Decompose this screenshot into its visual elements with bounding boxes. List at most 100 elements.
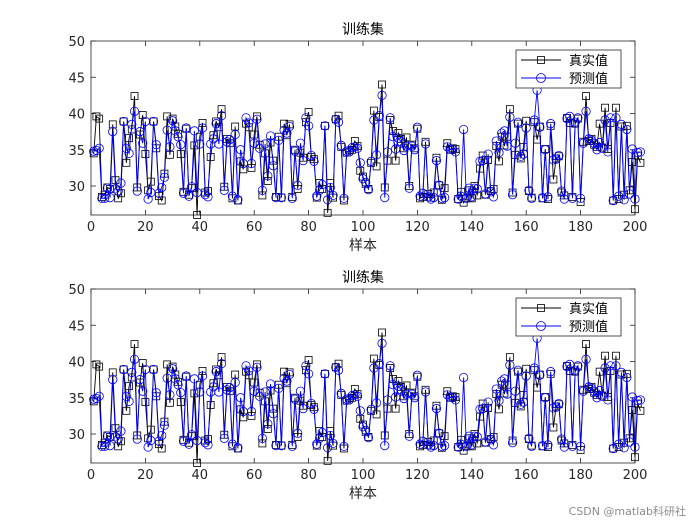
data-point <box>624 437 635 447</box>
data-point <box>573 113 583 123</box>
data-point <box>193 459 201 467</box>
data-point <box>219 433 229 443</box>
data-point <box>575 441 586 451</box>
data-point <box>374 359 384 369</box>
data-point <box>483 397 493 407</box>
data-point <box>434 180 444 190</box>
data-point <box>257 185 267 195</box>
data-point <box>216 359 227 369</box>
x-tick-label: 0 <box>87 220 95 235</box>
data-point <box>380 193 390 203</box>
data-point <box>502 141 512 151</box>
data-point <box>309 404 319 414</box>
data-point <box>236 393 246 403</box>
data-point <box>314 185 325 195</box>
x-tick-label: 140 <box>459 220 484 235</box>
data-point <box>505 360 515 370</box>
data-point <box>95 114 104 123</box>
data-point <box>522 364 531 373</box>
data-point <box>461 193 471 203</box>
data-point <box>581 354 591 364</box>
data-point <box>263 425 272 433</box>
data-point <box>350 142 360 152</box>
x-tick-label: 140 <box>459 468 484 483</box>
data-point <box>301 361 311 371</box>
data-point <box>483 149 493 159</box>
data-point <box>227 439 238 449</box>
data-point <box>195 387 205 397</box>
data-point <box>612 351 620 360</box>
data-point <box>129 106 140 116</box>
data-point <box>303 369 314 379</box>
x-tick-label: 120 <box>405 220 430 235</box>
data-point <box>230 129 240 140</box>
legend-box <box>515 297 622 337</box>
data-point <box>459 124 469 135</box>
data-point <box>91 393 102 404</box>
data-point <box>369 106 378 115</box>
x-tick-label: 100 <box>351 468 376 483</box>
data-point <box>355 406 365 416</box>
data-point <box>260 139 270 149</box>
data-point <box>143 442 153 452</box>
data-point <box>622 369 631 378</box>
data-point <box>312 191 322 201</box>
chart-title: 训练集 <box>342 21 384 38</box>
data-point <box>500 389 509 398</box>
data-point <box>274 380 283 389</box>
data-point <box>431 404 442 414</box>
data-point <box>130 340 139 349</box>
data-point <box>535 122 545 132</box>
x-axis-label: 样本 <box>349 238 377 254</box>
data-point <box>467 442 476 451</box>
data-point <box>527 441 537 451</box>
data-point <box>113 434 123 444</box>
data-point <box>132 186 142 196</box>
data-point <box>304 108 313 116</box>
data-point <box>290 146 300 156</box>
data-point <box>187 182 197 192</box>
data-point <box>546 119 556 129</box>
data-point <box>499 126 510 136</box>
data-point <box>293 432 302 441</box>
data-point <box>635 395 646 405</box>
data-point <box>241 113 251 123</box>
x-tick-label: 60 <box>246 468 263 483</box>
x-tick-label: 80 <box>300 468 317 483</box>
data-point <box>505 112 515 122</box>
data-point <box>336 388 346 398</box>
data-point <box>246 158 257 169</box>
y-tick-label: 40 <box>68 108 85 123</box>
data-point <box>543 440 553 450</box>
data-point <box>279 373 289 383</box>
data-point <box>170 126 180 136</box>
data-point <box>402 381 411 390</box>
data-point <box>480 189 490 199</box>
data-point <box>178 436 189 446</box>
data-point <box>603 395 613 405</box>
data-point <box>114 442 123 451</box>
data-point <box>198 119 207 127</box>
data-point <box>159 172 170 182</box>
data-point <box>611 361 621 371</box>
data-point <box>600 363 610 373</box>
data-point <box>418 188 428 198</box>
data-point <box>233 195 243 205</box>
data-point <box>263 419 273 429</box>
data-point <box>208 134 218 144</box>
data-point <box>540 145 550 155</box>
data-point <box>575 193 586 203</box>
data-point <box>331 362 341 372</box>
data-point <box>143 194 153 204</box>
data-point <box>404 431 414 441</box>
data-point <box>502 389 512 399</box>
data-point <box>178 188 189 198</box>
data-point <box>260 387 270 397</box>
data-point <box>293 184 302 193</box>
x-tick-label: 160 <box>514 468 539 483</box>
x-tick-label: 40 <box>192 220 209 235</box>
data-point <box>554 398 564 409</box>
data-point <box>581 106 591 116</box>
data-point <box>92 112 101 121</box>
